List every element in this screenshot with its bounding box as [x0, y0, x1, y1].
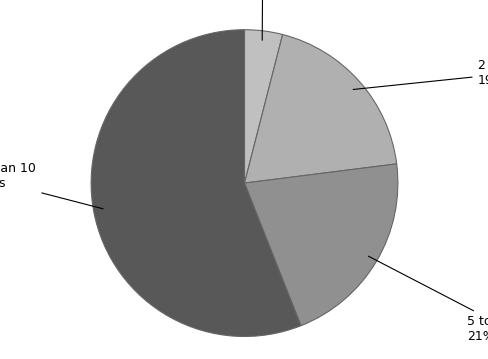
Text: 5 to 10 years
21%: 5 to 10 years 21%: [367, 256, 488, 343]
Wedge shape: [91, 30, 300, 336]
Wedge shape: [244, 164, 397, 326]
Wedge shape: [244, 30, 282, 183]
Text: re than 10
years
56%: re than 10 years 56%: [0, 162, 103, 209]
Text: 2 to 5 years
19%: 2 to 5 years 19%: [352, 59, 488, 89]
Wedge shape: [244, 34, 396, 183]
Text: Less than 2 years
4%: Less than 2 years 4%: [207, 0, 317, 40]
